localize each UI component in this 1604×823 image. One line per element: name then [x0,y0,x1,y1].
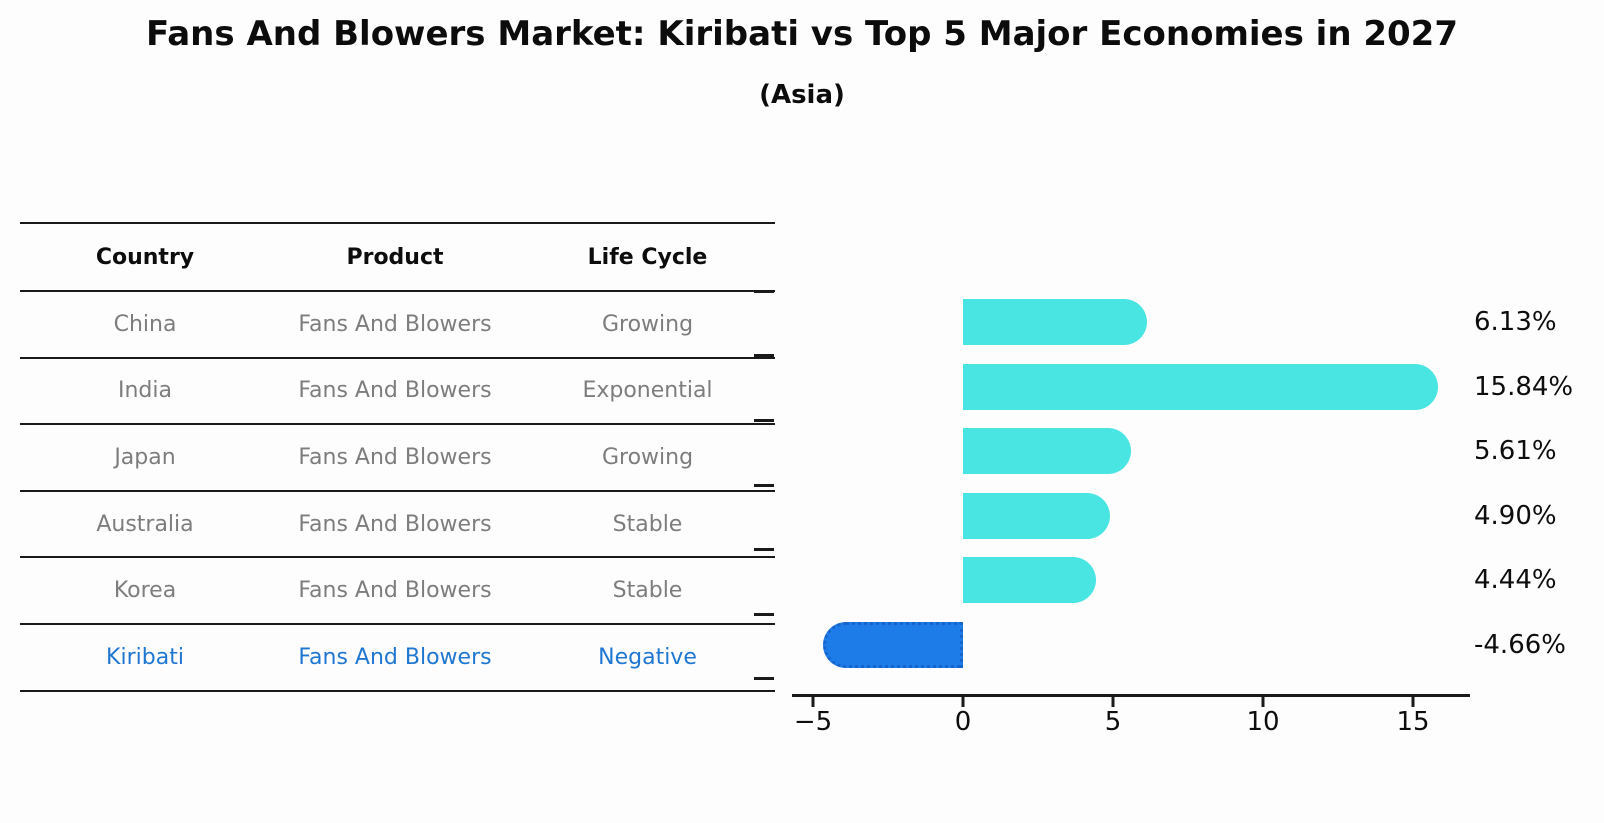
value-label: -4.66% [1474,630,1566,660]
x-tick-label: −5 [793,707,833,737]
product-cell: Fans And Blowers [298,444,492,470]
product-cell: Fans And Blowers [298,378,492,404]
value-label: 5.61% [1474,436,1557,467]
bar-china [963,299,1147,345]
table-row-china: China Fans And Blowers Growing [20,292,775,359]
table-row-australia: Australia Fans And Blowers Stable [20,492,775,559]
column-header-life-cycle: Life Cycle [587,244,708,270]
chart-subtitle: (Asia) [759,80,845,110]
table-row-kiribati: Kiribati Fans And Blowers Negative [20,625,775,692]
product-cell: Fans And Blowers [298,644,492,670]
chart-title: Fans And Blowers Market: Kiribati vs Top… [145,14,1458,54]
table-row-india: India Fans And Blowers Exponential [20,359,775,426]
x-tick-mark [961,697,965,707]
column-header-product: Product [346,244,444,270]
table-row-japan: Japan Fans And Blowers Growing [20,425,775,492]
life-cycle-cell: Stable [612,578,683,604]
country-cell: Japan [114,444,176,470]
country-cell: China [113,311,177,337]
value-label: 6.13% [1474,307,1557,337]
country-table: Country Product Life Cycle China Fans An… [20,222,775,692]
x-tick-mark [1261,697,1265,707]
bar-korea [963,557,1097,604]
x-tick-label: 0 [954,707,972,737]
x-tick-label: 5 [1104,707,1122,737]
value-label: 4.44% [1474,565,1557,596]
bar-australia [963,492,1110,539]
value-label: 4.90% [1474,500,1557,531]
life-cycle-cell: Negative [598,644,697,670]
life-cycle-cell: Growing [601,444,694,470]
x-axis-line [792,694,1470,697]
life-cycle-cell: Stable [612,511,683,537]
product-cell: Fans And Blowers [298,578,492,604]
bar-japan [963,428,1132,475]
x-tick-label: 10 [1246,707,1280,737]
life-cycle-cell: Exponential [582,378,713,404]
x-tick-mark [1411,697,1415,707]
x-tick-mark [811,697,815,707]
country-cell: Korea [113,578,177,604]
bar-india [963,363,1439,410]
bar-kiribati [823,622,963,668]
product-cell: Fans And Blowers [298,511,492,537]
x-tick-label: 15 [1396,707,1430,737]
product-cell: Fans And Blowers [298,311,492,337]
life-cycle-cell: Growing [601,311,694,337]
x-tick-mark [1111,697,1115,707]
country-cell: India [118,378,172,404]
value-label: 15.84% [1474,371,1574,402]
column-header-country: Country [95,244,195,270]
table-row-korea: Korea Fans And Blowers Stable [20,558,775,625]
country-cell: Kiribati [106,644,184,670]
table-header-row: Country Product Life Cycle [20,224,775,292]
country-cell: Australia [96,511,194,537]
